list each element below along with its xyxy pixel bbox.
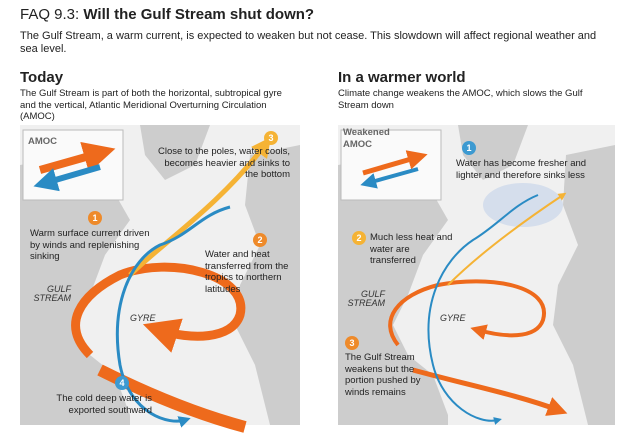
box-label: AMOC <box>28 136 58 147</box>
subtitle: The Gulf Stream, a warm current, is expe… <box>20 30 597 55</box>
amoc-surface <box>447 192 567 286</box>
panel-heading: In a warmer world <box>338 69 466 86</box>
callout-text: Water and heat transferred from the trop… <box>205 249 289 295</box>
title: Will the Gulf Stream shut down? <box>83 6 315 23</box>
callout-number: 1 <box>88 211 102 225</box>
map-label: GULF STREAM <box>33 284 71 303</box>
amoc-box-arrow <box>33 164 101 192</box>
gulf-stream <box>412 367 568 416</box>
map-label: GYRE <box>440 313 466 323</box>
faq-number: FAQ 9.3: <box>20 6 80 23</box>
panel-description: The Gulf Stream is part of both the hori… <box>20 88 282 122</box>
callout-text: The Gulf Stream weakens but the portion … <box>345 352 421 398</box>
deep-water <box>427 194 539 425</box>
amoc-surface <box>128 137 272 277</box>
panel-description: Climate change weakens the AMOC, which s… <box>338 88 583 111</box>
callout-text: Water has become fresher and lighter and… <box>456 158 587 181</box>
box-label: Weakened AMOC <box>343 127 390 150</box>
callout-text: Warm surface current driven by winds and… <box>30 228 150 262</box>
callout-text: Close to the poles, water cools, becomes… <box>157 146 290 180</box>
callout-number: 2 <box>253 233 267 247</box>
fresh-water <box>483 183 563 227</box>
amoc-box-arrow <box>38 141 116 174</box>
land <box>553 145 615 425</box>
land <box>338 155 448 425</box>
map-warmer <box>338 125 615 425</box>
land <box>458 125 528 180</box>
land <box>20 155 130 425</box>
land <box>140 125 210 180</box>
callout-text: The cold deep water is exported southwar… <box>56 393 152 416</box>
map-today <box>20 125 300 433</box>
amoc-box-arrow <box>360 167 419 189</box>
callout-number: 1 <box>462 141 476 155</box>
deep-water <box>115 205 231 428</box>
gyre-current <box>71 262 246 359</box>
callout-text: Much less heat and water are transferred <box>370 232 453 266</box>
callout-number: 2 <box>352 231 366 245</box>
title-line: FAQ 9.3: Will the Gulf Stream shut down? <box>20 6 314 23</box>
callout-number: 4 <box>115 376 129 390</box>
map-label: GYRE <box>130 313 156 323</box>
gyre-current <box>388 279 547 347</box>
callout-number: 3 <box>345 336 359 350</box>
panel-heading: Today <box>20 69 64 86</box>
amoc-box-arrow <box>362 150 428 176</box>
land <box>235 145 300 425</box>
callout-number: 3 <box>264 131 278 145</box>
map-label: GULF STREAM <box>347 289 385 308</box>
